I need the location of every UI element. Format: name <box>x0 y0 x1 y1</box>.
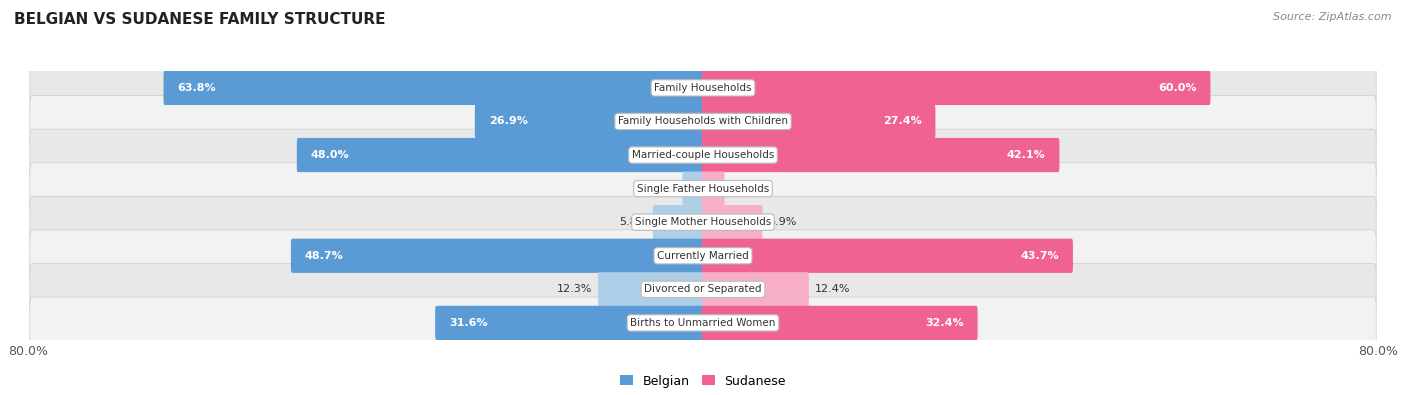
Text: 43.7%: 43.7% <box>1021 251 1059 261</box>
Text: 32.4%: 32.4% <box>925 318 963 328</box>
Text: 2.3%: 2.3% <box>648 184 676 194</box>
FancyBboxPatch shape <box>702 205 762 239</box>
FancyBboxPatch shape <box>702 171 724 206</box>
FancyBboxPatch shape <box>702 272 808 307</box>
Text: Single Mother Households: Single Mother Households <box>636 217 770 227</box>
FancyBboxPatch shape <box>30 163 1376 214</box>
FancyBboxPatch shape <box>702 71 1211 105</box>
Text: Births to Unmarried Women: Births to Unmarried Women <box>630 318 776 328</box>
FancyBboxPatch shape <box>297 138 704 172</box>
Text: 27.4%: 27.4% <box>883 117 921 126</box>
Text: 6.9%: 6.9% <box>768 217 796 227</box>
FancyBboxPatch shape <box>30 96 1376 147</box>
FancyBboxPatch shape <box>702 306 977 340</box>
FancyBboxPatch shape <box>30 196 1376 248</box>
FancyBboxPatch shape <box>30 297 1376 349</box>
FancyBboxPatch shape <box>30 129 1376 181</box>
Text: 31.6%: 31.6% <box>449 318 488 328</box>
Text: Family Households with Children: Family Households with Children <box>619 117 787 126</box>
Text: 26.9%: 26.9% <box>489 117 527 126</box>
FancyBboxPatch shape <box>30 263 1376 315</box>
Text: 42.1%: 42.1% <box>1007 150 1046 160</box>
FancyBboxPatch shape <box>436 306 704 340</box>
FancyBboxPatch shape <box>682 171 704 206</box>
FancyBboxPatch shape <box>702 239 1073 273</box>
Text: Source: ZipAtlas.com: Source: ZipAtlas.com <box>1274 12 1392 22</box>
FancyBboxPatch shape <box>475 104 704 139</box>
Text: BELGIAN VS SUDANESE FAMILY STRUCTURE: BELGIAN VS SUDANESE FAMILY STRUCTURE <box>14 12 385 27</box>
FancyBboxPatch shape <box>30 230 1376 282</box>
Text: Divorced or Separated: Divorced or Separated <box>644 284 762 294</box>
FancyBboxPatch shape <box>291 239 704 273</box>
Text: Currently Married: Currently Married <box>657 251 749 261</box>
FancyBboxPatch shape <box>702 104 935 139</box>
Legend: Belgian, Sudanese: Belgian, Sudanese <box>614 370 792 393</box>
FancyBboxPatch shape <box>598 272 704 307</box>
Text: 2.4%: 2.4% <box>730 184 758 194</box>
Text: Family Households: Family Households <box>654 83 752 93</box>
FancyBboxPatch shape <box>702 138 1060 172</box>
Text: 12.4%: 12.4% <box>814 284 849 294</box>
FancyBboxPatch shape <box>30 62 1376 114</box>
Text: Single Father Households: Single Father Households <box>637 184 769 194</box>
Text: 48.0%: 48.0% <box>311 150 349 160</box>
Text: 12.3%: 12.3% <box>557 284 592 294</box>
FancyBboxPatch shape <box>652 205 704 239</box>
Text: 60.0%: 60.0% <box>1159 83 1197 93</box>
Text: 48.7%: 48.7% <box>305 251 343 261</box>
Text: 5.8%: 5.8% <box>619 217 647 227</box>
Text: 63.8%: 63.8% <box>177 83 217 93</box>
FancyBboxPatch shape <box>163 71 704 105</box>
Text: Married-couple Households: Married-couple Households <box>631 150 775 160</box>
